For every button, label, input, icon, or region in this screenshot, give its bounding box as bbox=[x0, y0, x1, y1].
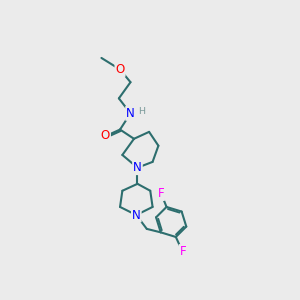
Text: F: F bbox=[179, 245, 186, 258]
Text: H: H bbox=[138, 107, 145, 116]
Text: O: O bbox=[116, 63, 125, 76]
Text: F: F bbox=[158, 187, 164, 200]
Text: N: N bbox=[126, 107, 135, 120]
Text: N: N bbox=[132, 208, 141, 221]
Text: N: N bbox=[133, 161, 142, 174]
Text: O: O bbox=[101, 129, 110, 142]
